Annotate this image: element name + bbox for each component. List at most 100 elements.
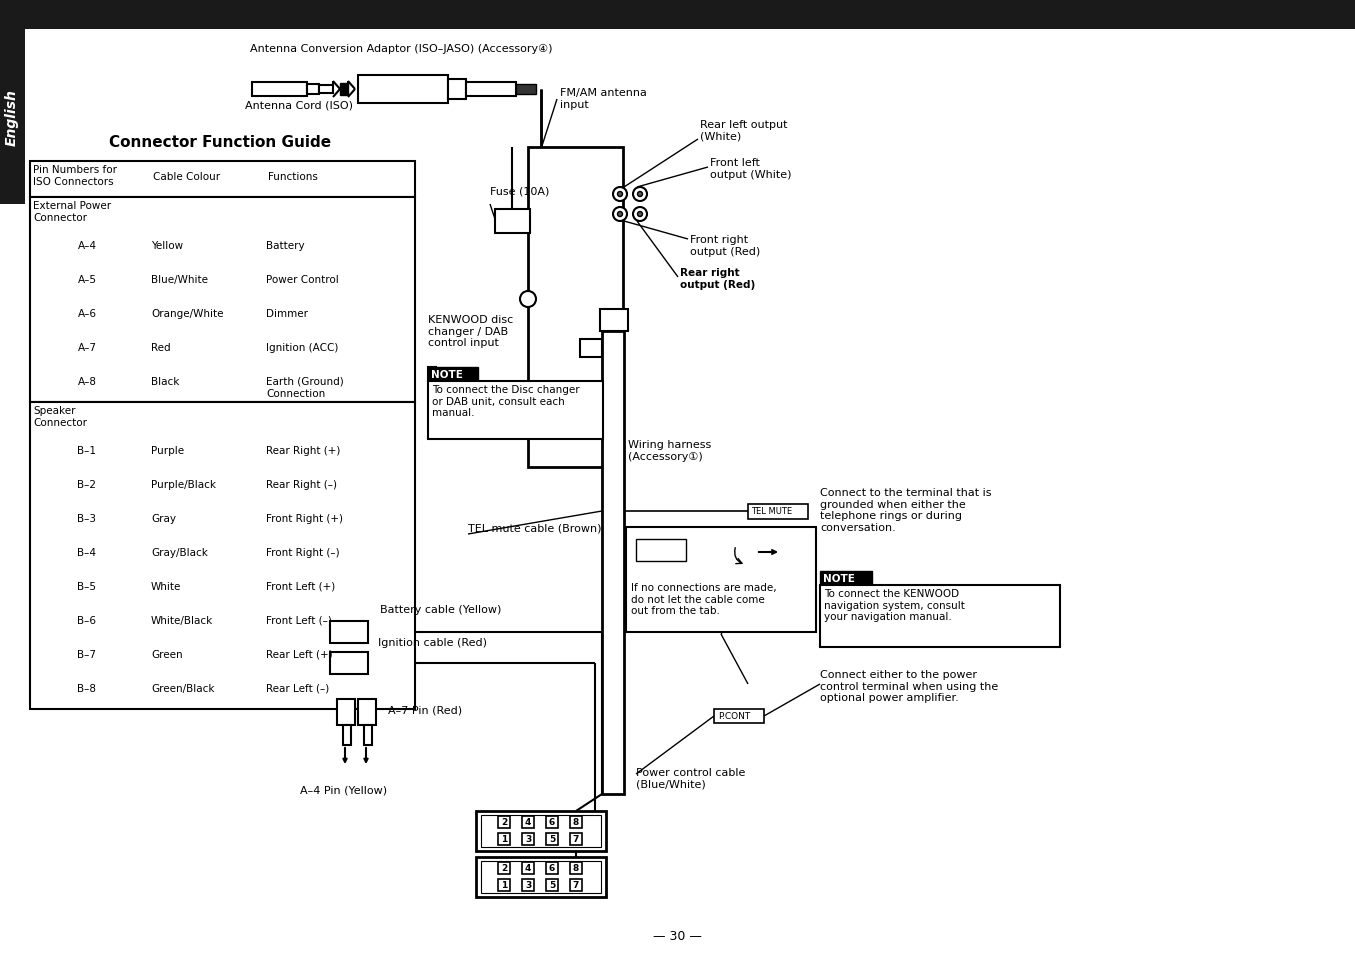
Text: Antenna Cord (ISO): Antenna Cord (ISO) — [245, 100, 354, 110]
Text: Front Right (–): Front Right (–) — [266, 547, 340, 558]
Text: Battery: Battery — [266, 241, 305, 251]
Text: 8: 8 — [573, 817, 579, 826]
Circle shape — [618, 193, 622, 197]
Text: Purple: Purple — [150, 446, 184, 456]
Bar — [476, 811, 606, 851]
Bar — [546, 879, 558, 891]
Bar — [546, 862, 558, 874]
Bar — [499, 862, 509, 874]
Text: If no connections are made,
do not let the cable come
out from the tab.: If no connections are made, do not let t… — [631, 582, 776, 616]
Bar — [30, 162, 415, 198]
Text: 3: 3 — [524, 834, 531, 843]
Bar — [499, 833, 509, 845]
Text: Yellow: Yellow — [150, 241, 183, 251]
Bar — [337, 700, 355, 725]
Bar — [570, 879, 583, 891]
Text: Connecting Cables to Terminals: Connecting Cables to Terminals — [9, 4, 271, 19]
Text: Gray/Black: Gray/Black — [150, 547, 207, 558]
Circle shape — [612, 188, 627, 202]
Bar — [820, 585, 1060, 647]
Circle shape — [633, 208, 646, 222]
Text: Functions: Functions — [268, 172, 318, 182]
Bar — [820, 572, 873, 585]
Text: Front Left (–): Front Left (–) — [266, 616, 332, 625]
Bar — [318, 86, 333, 94]
Bar — [331, 621, 369, 643]
Text: B–3: B–3 — [77, 514, 96, 523]
Text: Connector Function Guide: Connector Function Guide — [108, 135, 331, 150]
Text: A–4 Pin (Yellow): A–4 Pin (Yellow) — [299, 785, 388, 795]
Text: English: English — [5, 90, 19, 146]
Bar — [252, 83, 308, 97]
Bar — [626, 527, 816, 633]
Text: B–5: B–5 — [77, 581, 96, 592]
Text: 6: 6 — [549, 817, 556, 826]
Text: Front Right (+): Front Right (+) — [266, 514, 343, 523]
Bar — [358, 700, 375, 725]
Text: 5: 5 — [549, 880, 556, 889]
Bar — [481, 815, 602, 847]
Text: To connect the KENWOOD
navigation system, consult
your navigation manual.: To connect the KENWOOD navigation system… — [824, 588, 965, 621]
Text: Rear right
output (Red): Rear right output (Red) — [680, 268, 755, 290]
Bar — [516, 85, 537, 95]
Bar — [449, 80, 466, 100]
Text: A–7: A–7 — [77, 343, 96, 353]
Text: TEL mute cable (Brown): TEL mute cable (Brown) — [467, 523, 602, 534]
Text: Pin Numbers for
ISO Connectors: Pin Numbers for ISO Connectors — [33, 165, 117, 187]
Text: KENWOOD disc
changer / DAB
control input: KENWOOD disc changer / DAB control input — [428, 314, 514, 348]
Text: Orange/White: Orange/White — [150, 309, 224, 318]
Text: Red: Red — [150, 343, 171, 353]
Text: 1: 1 — [501, 880, 507, 889]
Circle shape — [637, 213, 642, 217]
Bar — [30, 198, 415, 402]
Bar — [600, 310, 627, 332]
Bar — [570, 816, 583, 828]
Text: Front Left (+): Front Left (+) — [266, 581, 335, 592]
Bar — [30, 402, 415, 709]
Text: FM/AM antenna
input: FM/AM antenna input — [560, 88, 646, 110]
Text: 5: 5 — [549, 834, 556, 843]
Bar — [635, 539, 686, 561]
Text: Gray: Gray — [150, 514, 176, 523]
Text: — 30 —: — 30 — — [653, 929, 702, 942]
Text: Battery cable (Yellow): Battery cable (Yellow) — [379, 604, 501, 615]
Bar — [481, 862, 602, 893]
Bar — [580, 339, 602, 357]
Text: B–8: B–8 — [77, 683, 96, 693]
Text: 1: 1 — [501, 834, 507, 843]
Bar — [546, 833, 558, 845]
Text: NOTE: NOTE — [431, 370, 463, 379]
Bar — [308, 85, 318, 95]
Text: P.CONT: P.CONT — [718, 711, 751, 720]
Text: Purple/Black: Purple/Black — [150, 479, 215, 490]
Text: B–7: B–7 — [77, 649, 96, 659]
Bar — [748, 504, 808, 519]
Text: Black: Black — [150, 376, 179, 387]
Bar — [340, 84, 348, 96]
Bar — [522, 879, 534, 891]
Text: Blue/White: Blue/White — [150, 274, 209, 285]
Text: A–6: A–6 — [77, 309, 96, 318]
Text: A–4: A–4 — [77, 241, 96, 251]
Text: Connect either to the power
control terminal when using the
optional power ampli: Connect either to the power control term… — [820, 669, 999, 702]
Text: A–7 Pin (Red): A–7 Pin (Red) — [388, 705, 462, 716]
Text: Rear Right (+): Rear Right (+) — [266, 446, 340, 456]
Text: Green: Green — [150, 649, 183, 659]
Text: Antenna Conversion Adaptor (ISO–JASO) (Accessory④): Antenna Conversion Adaptor (ISO–JASO) (A… — [251, 44, 553, 54]
Bar — [0, 0, 1355, 30]
Text: A–8: A–8 — [77, 376, 96, 387]
Text: B–1: B–1 — [77, 446, 96, 456]
Bar — [343, 725, 351, 745]
Text: Ignition (ACC): Ignition (ACC) — [266, 343, 339, 353]
Bar — [331, 652, 369, 675]
Bar — [499, 879, 509, 891]
Bar — [570, 833, 583, 845]
Text: Cable Colour: Cable Colour — [153, 172, 220, 182]
Circle shape — [633, 188, 646, 202]
Text: TEL MUTE: TEL MUTE — [751, 506, 793, 516]
Circle shape — [618, 213, 622, 217]
Bar — [0, 30, 24, 205]
Text: NOTE: NOTE — [822, 574, 855, 583]
Bar — [528, 148, 623, 468]
Bar — [428, 368, 478, 381]
